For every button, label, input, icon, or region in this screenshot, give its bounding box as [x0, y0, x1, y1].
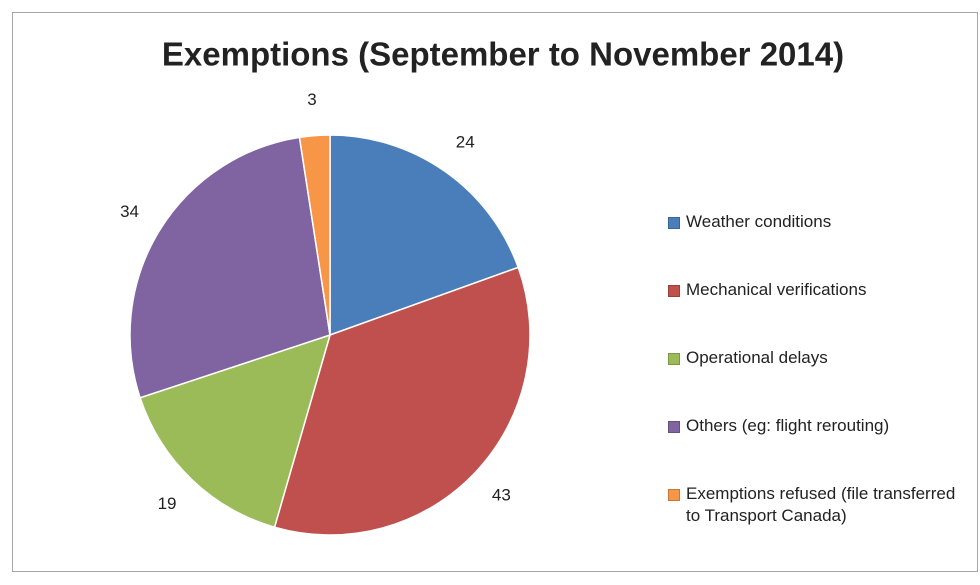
data-label: 3: [307, 90, 316, 109]
legend-item: Others (eg: flight rerouting): [668, 415, 968, 437]
pie-slice: [129, 136, 331, 399]
legend-label: Weather conditions: [686, 212, 832, 231]
legend-label: Exemptions refused (file transferred to …: [686, 484, 956, 525]
legend-item: Operational delays: [668, 347, 968, 369]
data-label: 24: [456, 132, 475, 151]
legend-item: Mechanical verifications: [668, 279, 968, 301]
legend-swatch: [668, 489, 680, 501]
legend-swatch: [668, 353, 680, 365]
pie-slice: [329, 134, 520, 337]
legend-swatch: [668, 421, 680, 433]
legend-swatch: [668, 217, 680, 229]
data-label: 19: [158, 494, 177, 513]
chart-title: Exemptions (September to November 2014): [162, 36, 844, 73]
legend-label: Others (eg: flight rerouting): [686, 416, 890, 435]
chart-frame: [12, 12, 978, 572]
legend-item: Weather conditions: [668, 211, 968, 233]
legend-label: Operational delays: [686, 348, 828, 367]
pie-slice: [273, 266, 531, 536]
legend-item: Exemptions refused (file transferred to …: [668, 483, 968, 527]
pie-slice: [298, 134, 331, 336]
legend-swatch: [668, 285, 680, 297]
pie-slice: [139, 333, 332, 529]
legend-label: Mechanical verifications: [686, 280, 867, 299]
data-label: 43: [492, 485, 511, 504]
data-label: 34: [120, 202, 139, 221]
